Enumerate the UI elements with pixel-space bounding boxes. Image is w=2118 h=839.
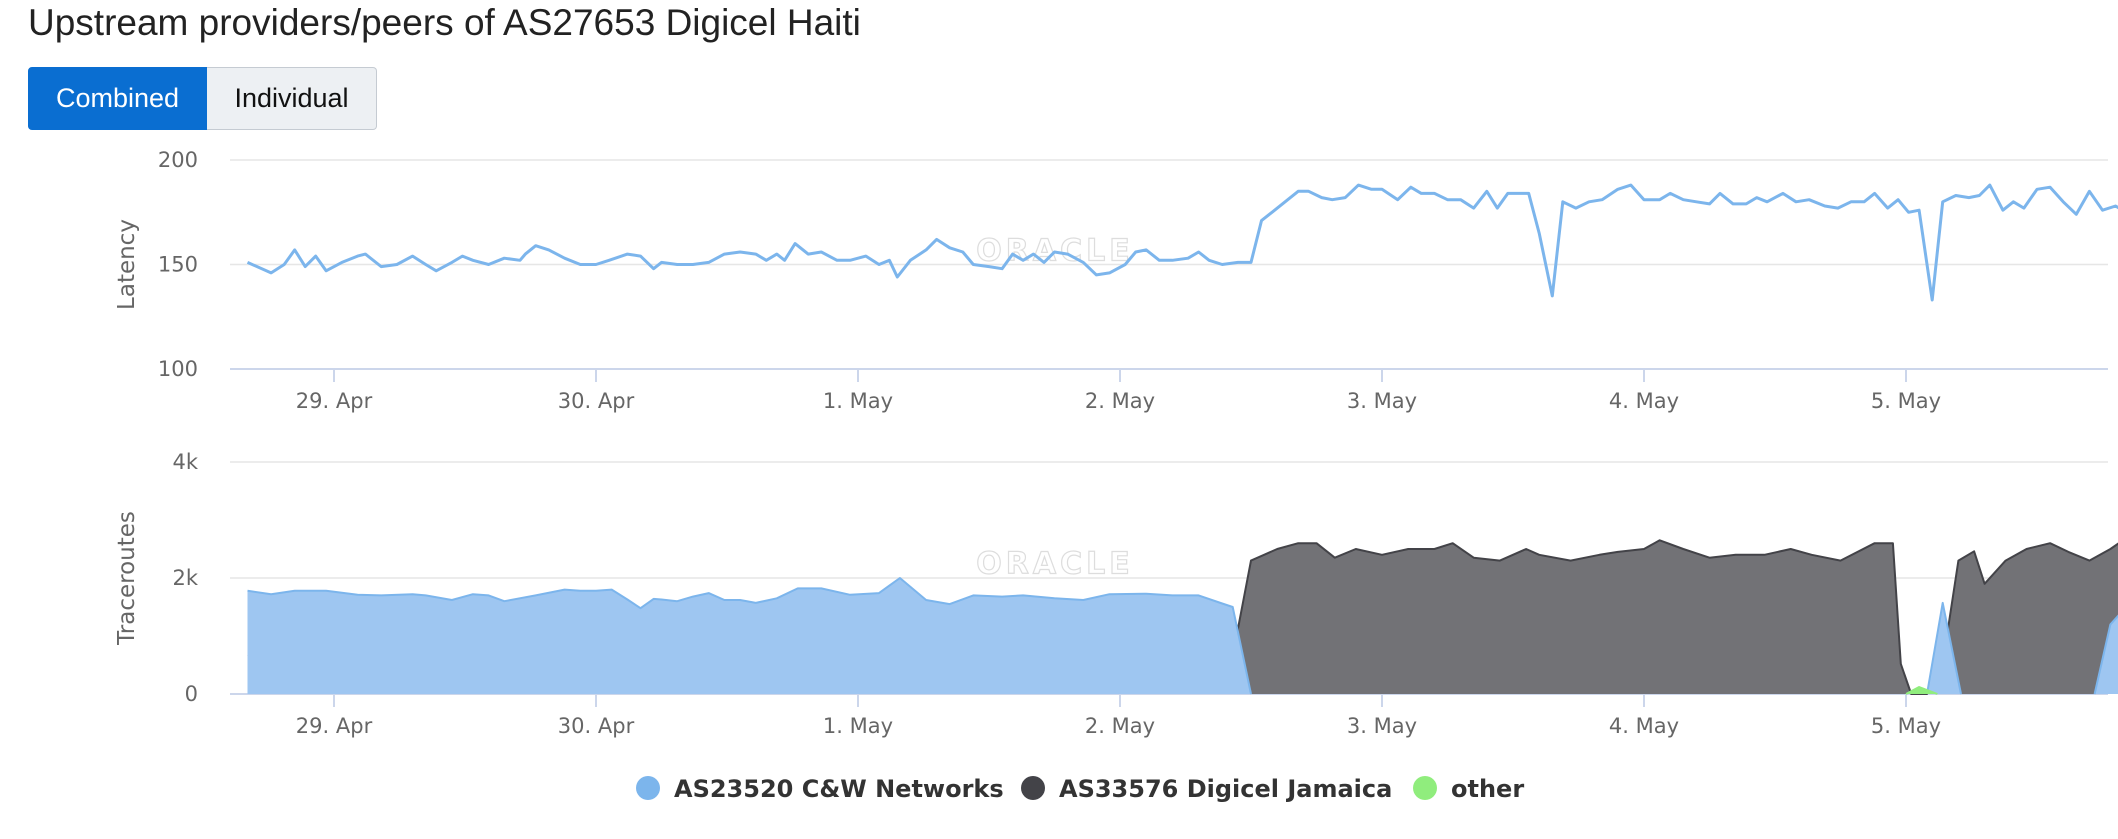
traceroutes-x-tick-label: 1. May — [823, 714, 893, 738]
individual-button[interactable]: Individual — [207, 67, 377, 130]
latency-x-tick-label: 29. Apr — [296, 389, 373, 413]
legend-marker-cw — [636, 776, 660, 800]
latency-series-line — [246, 183, 2118, 302]
latency-y-tick-label: 200 — [158, 148, 198, 172]
traceroutes-watermark: ORACLE — [976, 546, 1133, 581]
cw-line — [247, 577, 1252, 695]
traceroutes-x-tick-label: 29. Apr — [296, 714, 373, 738]
traceroutes-y-tick-label: 2k — [172, 566, 198, 590]
traceroutes-y-tick-label: 4k — [172, 450, 198, 474]
traceroutes-x-tick-label: 4. May — [1609, 714, 1679, 738]
legend: AS23520 C&W Networks AS33576 Digicel Jama… — [636, 775, 1524, 803]
latency-x-tick-label: 5. May — [1871, 389, 1941, 413]
legend-marker-other — [1413, 776, 1437, 800]
latency-x-tick-label: 30. Apr — [558, 389, 635, 413]
traceroutes-x-tick-label: 30. Apr — [558, 714, 635, 738]
legend-item-digicel[interactable]: AS33576 Digicel Jamaica — [1021, 775, 1392, 803]
legend-marker-digicel — [1021, 776, 1045, 800]
legend-item-cw[interactable]: AS23520 C&W Networks — [636, 775, 1004, 803]
cw-line — [1926, 601, 1962, 695]
traceroutes-y-tick-label: 0 — [185, 682, 198, 706]
page-title: Upstream providers/peers of AS27653 Digi… — [28, 2, 861, 43]
cw-area — [247, 578, 1251, 694]
latency-x-tick-label: 2. May — [1085, 389, 1155, 413]
other-line — [1905, 686, 1938, 695]
latency-x-tick-label: 1. May — [823, 389, 893, 413]
view-toggle: Combined Individual — [28, 67, 377, 130]
latency-watermark: ORACLE — [976, 233, 1133, 268]
traceroutes-x-tick-label: 3. May — [1347, 714, 1417, 738]
latency-panel: 100 150 200 Latency 29. Apr 30. Apr 1. May 2. M… — [114, 148, 2118, 413]
legend-label-other: other — [1451, 775, 1524, 803]
latency-y-tick-label: 150 — [158, 253, 198, 277]
latency-x-tick-label: 3. May — [1347, 389, 1417, 413]
latency-y-tick-label: 100 — [158, 357, 198, 381]
cw-area — [1927, 602, 1961, 694]
latency-y-axis-title: Latency — [114, 219, 140, 310]
cw-area — [2094, 615, 2118, 694]
legend-label-cw: AS23520 C&W Networks — [674, 775, 1004, 803]
traceroutes-x-tick-label: 5. May — [1871, 714, 1941, 738]
traceroutes-x-tick-label: 2. May — [1085, 714, 1155, 738]
traceroutes-panel: 0 2k 4k Traceroutes 29. Apr 30. Apr 1. May 2. M… — [114, 450, 2118, 738]
legend-label-digicel: AS33576 Digicel Jamaica — [1059, 775, 1392, 803]
legend-item-other[interactable]: other — [1413, 775, 1524, 803]
latency-x-tick-label: 4. May — [1609, 389, 1679, 413]
traceroutes-y-axis-title: Traceroutes — [114, 511, 140, 646]
other-area — [1906, 687, 1938, 694]
combined-button[interactable]: Combined — [28, 67, 207, 130]
